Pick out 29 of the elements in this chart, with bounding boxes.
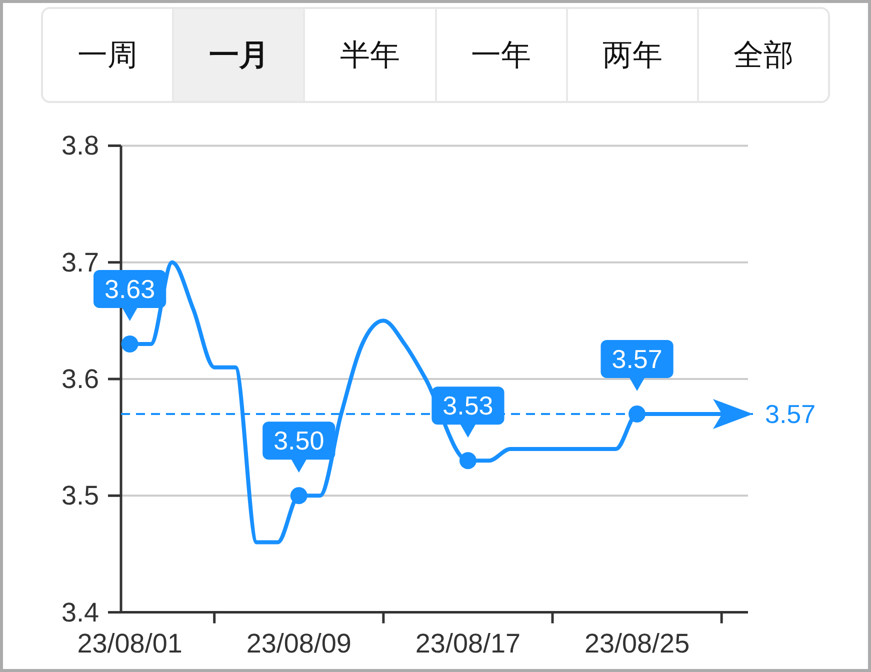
tab: 一月	[172, 9, 304, 101]
data-label: 3.50	[274, 426, 324, 456]
tab: 全部	[696, 9, 828, 101]
category-label: 一周	[78, 38, 138, 74]
category-label: 一年	[471, 38, 532, 74]
y-tick-label: 3.5	[61, 480, 99, 511]
category-label: 半年	[340, 38, 400, 74]
y-tick-label: 3.8	[61, 130, 99, 161]
x-tick-label: 23/08/01	[77, 628, 182, 658]
x-tick-label: 23/08/09	[246, 628, 352, 658]
category-label: 两年	[602, 38, 662, 74]
category-label: 全部	[733, 38, 794, 74]
y-tick-label: 3.4	[61, 597, 99, 628]
value-label: 3.57	[600, 340, 674, 391]
y-tick-label: 3.6	[61, 364, 99, 394]
ref-line-label: 3.57	[765, 398, 816, 429]
x-tick-label: 23/08/25	[584, 628, 690, 658]
category-label: 一月	[208, 38, 269, 74]
value-label: 3.63	[94, 270, 166, 321]
data-label: 3.63	[104, 274, 156, 304]
x-tick-label: 23/08/17	[415, 628, 521, 658]
point	[628, 405, 646, 422]
value-label: 3.53	[432, 386, 504, 438]
point	[121, 336, 138, 353]
data-label: 3.53	[442, 390, 494, 421]
point	[290, 487, 308, 504]
point	[459, 452, 476, 470]
data-label: 3.57	[612, 344, 662, 374]
value-label: 3.50	[262, 422, 336, 473]
